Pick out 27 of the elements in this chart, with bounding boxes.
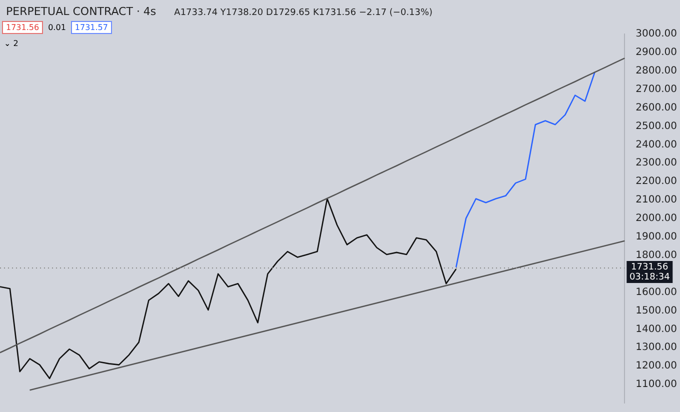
text: 1731.57 bbox=[70, 21, 112, 34]
ref-line-label: 1731.56 bbox=[631, 262, 669, 272]
y-tick-label: 1500.00 bbox=[636, 305, 678, 316]
text: 03:18:34 bbox=[629, 272, 670, 282]
y-tick-label: 2900.00 bbox=[636, 47, 678, 58]
y-tick-label: 2700.00 bbox=[636, 84, 678, 95]
y-tick-label: 1300.00 bbox=[636, 342, 678, 354]
text: 1731.56 bbox=[2, 21, 44, 34]
y-tick-label: 1600.00 bbox=[636, 286, 678, 298]
y-tick-label: 3000.00 bbox=[636, 28, 678, 40]
y-tick-label: 2100.00 bbox=[636, 194, 678, 206]
chart-title: PERPETUAL CONTRACT · 4s bbox=[6, 5, 156, 18]
y-tick-label: 2600.00 bbox=[636, 102, 678, 114]
y-tick-label: 1800.00 bbox=[636, 250, 678, 261]
y-tick-label: 1400.00 bbox=[636, 324, 678, 335]
y-tick-label: 2400.00 bbox=[636, 139, 678, 150]
y-tick-label: 2000.00 bbox=[636, 213, 678, 224]
y-tick-label: 1100.00 bbox=[636, 379, 678, 390]
annotation: ⌄ 2 bbox=[4, 39, 18, 48]
y-tick-label: 2500.00 bbox=[636, 120, 678, 132]
y-tick-label: 1200.00 bbox=[636, 360, 678, 372]
y-tick-label: 2800.00 bbox=[636, 65, 678, 76]
y-tick-label: 1900.00 bbox=[636, 232, 678, 243]
chart-subtitle: A1733.74 Y1738.20 D1729.65 K1731.56 −2.17 (−0.13%) bbox=[174, 8, 433, 18]
y-tick-label: 2300.00 bbox=[636, 158, 678, 169]
y-tick-label: 2200.00 bbox=[636, 176, 678, 188]
text: 0.01 bbox=[48, 23, 66, 32]
